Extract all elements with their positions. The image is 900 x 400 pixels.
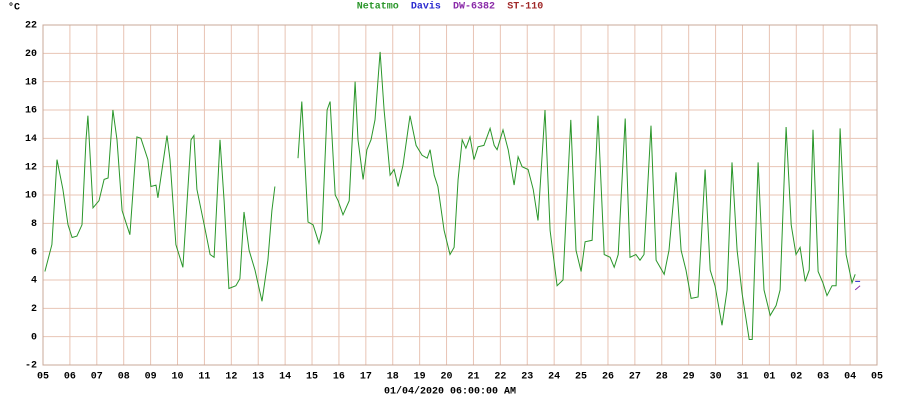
x-tick-label: 05 (37, 372, 49, 383)
x-tick-label: 10 (172, 372, 184, 383)
y-tick-label: 20 (25, 49, 37, 60)
legend-entry: ST-110 (507, 2, 543, 13)
x-tick-label: 18 (387, 372, 399, 383)
x-tick-label: 02 (790, 372, 802, 383)
x-tick-label: 04 (844, 372, 856, 383)
x-tick-label: 31 (736, 372, 748, 383)
x-tick-label: 25 (575, 372, 587, 383)
x-tick-label: 15 (306, 372, 318, 383)
x-tick-label: 06 (64, 372, 76, 383)
x-tick-label: 07 (91, 372, 103, 383)
y-tick-label: 0 (31, 332, 37, 343)
x-tick-label: 03 (817, 372, 829, 383)
y-tick-label: 8 (31, 219, 37, 230)
y-tick-label: 14 (25, 134, 37, 145)
x-tick-label: 14 (279, 372, 291, 383)
y-tick-label: -2 (25, 361, 37, 372)
plot-frame (42, 24, 878, 366)
x-tick-label: 01 (763, 372, 775, 383)
x-tick-label: 27 (629, 372, 641, 383)
x-tick-label: 21 (467, 372, 479, 383)
x-tick-label: 28 (656, 372, 668, 383)
y-tick-label: 6 (31, 247, 37, 258)
x-tick-label: 12 (225, 372, 237, 383)
y-tick-label: 22 (25, 21, 37, 32)
legend-entry: DW-6382 (453, 2, 495, 13)
legend-entry: Netatmo (357, 2, 399, 13)
series-line (854, 285, 861, 291)
x-tick-label: 11 (198, 372, 210, 383)
x-axis-label: 01/04/2020 06:00:00 AM (384, 386, 516, 398)
x-tick-label: 24 (548, 372, 560, 383)
x-tick-label: 20 (441, 372, 453, 383)
x-tick-label: 08 (118, 372, 130, 383)
x-tick-label: 19 (414, 372, 426, 383)
x-tick-label: 26 (602, 372, 614, 383)
x-tick-label: 22 (494, 372, 506, 383)
legend-entry: Davis (411, 1, 441, 13)
x-tick-label: 23 (521, 372, 533, 383)
y-tick-label: 2 (31, 304, 37, 315)
y-tick-label: 18 (25, 77, 37, 88)
x-tick-label: 29 (683, 372, 695, 383)
y-tick-label: 4 (31, 276, 37, 287)
x-tick-label: 13 (252, 372, 264, 383)
unit-label: °C (8, 2, 20, 14)
x-tick-label: 05 (871, 372, 883, 383)
x-tick-label: 30 (710, 372, 722, 383)
y-tick-label: 16 (25, 106, 37, 117)
y-tick-label: 12 (25, 162, 37, 173)
x-tick-label: 17 (360, 372, 372, 383)
x-tick-label: 16 (333, 372, 345, 383)
series-line (44, 51, 856, 340)
y-tick-label: 10 (25, 191, 37, 202)
x-tick-label: 09 (145, 372, 157, 383)
